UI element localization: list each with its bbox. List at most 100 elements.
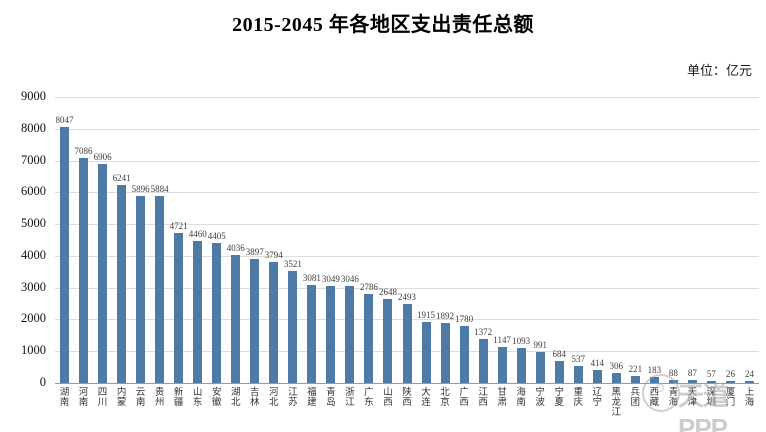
- x-tick-label: 深 圳: [706, 388, 717, 408]
- bar: [744, 381, 754, 383]
- bar: [554, 361, 564, 383]
- value-label: 414: [590, 357, 605, 368]
- x-tick-label: 吉 林: [250, 388, 260, 408]
- value-label: 6906: [93, 151, 112, 162]
- value-label: 4460: [188, 229, 207, 240]
- gridline: [55, 255, 759, 257]
- x-tick-label: 辽 宁: [592, 388, 603, 408]
- chart-title: 2015-2045 年各地区支出责任总额: [232, 14, 534, 36]
- bar: [421, 322, 431, 383]
- value-label: 183: [647, 365, 662, 376]
- value-label: 6241: [112, 172, 131, 183]
- x-tick-label: 贵 州: [154, 388, 165, 408]
- bar: [174, 232, 184, 383]
- bar: [79, 157, 89, 383]
- bar: [98, 163, 108, 383]
- value-label: 221: [628, 363, 643, 374]
- value-label: 57: [706, 369, 716, 379]
- x-tick-label: 浙 江: [345, 388, 355, 408]
- y-tick-label: 2000: [21, 311, 46, 326]
- x-tick-label: 新 疆: [173, 388, 184, 408]
- value-label: 87: [687, 368, 697, 379]
- y-tick-label: 0: [39, 375, 46, 389]
- value-label: 4721: [169, 220, 188, 231]
- gridline: [55, 128, 759, 130]
- bar: [592, 369, 602, 383]
- bar: [668, 380, 678, 383]
- bar: [269, 262, 279, 383]
- bar: [630, 375, 640, 383]
- bar: [402, 303, 412, 383]
- x-tick-label: 江 苏: [288, 388, 298, 408]
- value-label: 3081: [302, 273, 321, 284]
- x-tick-label: 陕 西: [402, 388, 412, 408]
- x-tick-label: 宁 夏: [554, 388, 564, 408]
- value-label: 5884: [150, 184, 169, 195]
- x-tick-label: 青 海: [668, 388, 679, 408]
- x-tick-label: 兵 团: [630, 388, 641, 408]
- value-label: 24: [744, 369, 754, 379]
- x-tick-label: 广 西: [459, 388, 469, 408]
- x-axis-line: [55, 383, 759, 384]
- value-label: 4405: [207, 231, 226, 242]
- x-tick-label: 内 蒙: [116, 388, 127, 408]
- value-label: 7086: [74, 145, 93, 156]
- value-label: 1147: [493, 334, 511, 345]
- bar: [497, 346, 507, 383]
- y-tick-label: 5000: [21, 216, 46, 231]
- x-tick-label: 河 南: [78, 388, 89, 408]
- bar: [611, 373, 621, 383]
- x-tick-label: 天 津: [687, 388, 698, 408]
- y-tick-label: 7000: [21, 152, 46, 167]
- bar: [706, 381, 716, 383]
- gridline: [55, 160, 759, 162]
- bar: [516, 348, 526, 383]
- value-label: 3897: [245, 247, 264, 258]
- x-tick-label: 山 西: [383, 388, 393, 408]
- value-label: 537: [571, 353, 585, 364]
- x-tick-label: 海 南: [516, 388, 526, 408]
- x-tick-label: 河 北: [269, 388, 279, 408]
- x-tick-label: 宁 波: [535, 388, 545, 408]
- y-tick-label: 1000: [21, 343, 46, 358]
- value-label: 1892: [436, 310, 455, 321]
- x-tick-label: 江 西: [478, 388, 488, 408]
- gridline: [55, 97, 759, 98]
- bar: [573, 365, 583, 383]
- value-label: 3521: [283, 259, 302, 270]
- value-label: 684: [552, 349, 566, 360]
- bar: [193, 241, 203, 383]
- bar: [250, 259, 260, 383]
- value-label: 4036: [226, 242, 245, 253]
- y-tick-label: 4000: [21, 247, 46, 262]
- x-tick-label: 湖 南: [59, 388, 70, 408]
- x-tick-label: 黑 龙 江: [611, 388, 622, 418]
- x-tick-label: 重 庆: [573, 388, 583, 408]
- value-label: 1093: [512, 336, 531, 347]
- bar: [535, 351, 545, 383]
- x-tick-label: 甘 肃: [497, 388, 507, 408]
- value-label: 3049: [321, 274, 340, 285]
- x-tick-label: 广 东: [364, 388, 374, 408]
- x-tick-label: 山 东: [192, 388, 203, 408]
- value-label: 991: [533, 339, 547, 350]
- value-label: 26: [725, 369, 735, 379]
- value-label: 1372: [474, 327, 493, 338]
- value-label: 2493: [398, 291, 416, 302]
- bar: [212, 243, 222, 383]
- x-tick-label: 厦 门: [725, 388, 736, 408]
- unit-label: 单位：亿元: [686, 63, 752, 78]
- y-tick-label: 6000: [21, 184, 46, 199]
- bar: [155, 196, 165, 383]
- gridline: [55, 224, 759, 226]
- bar: [440, 322, 450, 383]
- bar: [136, 195, 146, 383]
- value-label: 8047: [55, 115, 74, 126]
- bar: [288, 271, 298, 383]
- y-tick-label: 3000: [21, 279, 46, 294]
- x-tick-label: 青 岛: [326, 388, 336, 408]
- x-tick-label: 湖 北: [230, 388, 241, 408]
- value-label: 3046: [340, 274, 359, 285]
